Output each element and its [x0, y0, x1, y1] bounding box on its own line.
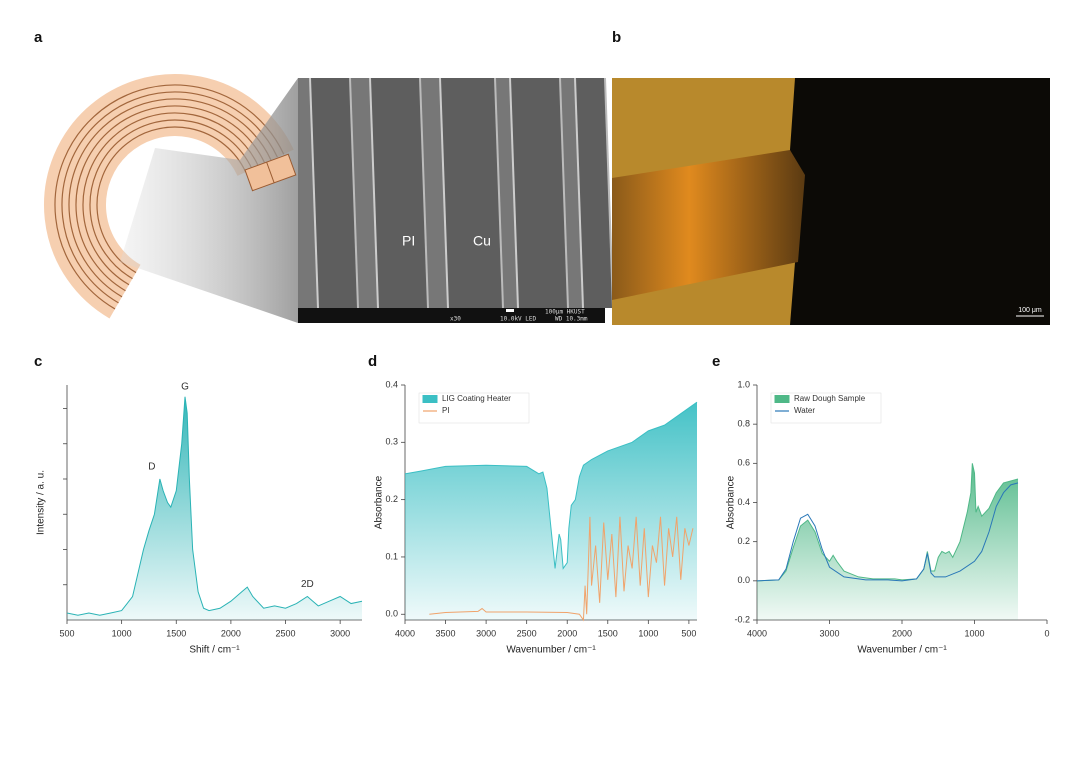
series-area	[757, 463, 1018, 620]
sem-label: Cu	[473, 233, 491, 249]
sem-edge	[419, 77, 429, 309]
y-tick-label: 0.6	[737, 458, 750, 468]
x-tick-label: 1500	[166, 628, 186, 638]
heater-trace	[89, 119, 253, 280]
panel-label: a	[34, 29, 43, 46]
heater-trace	[75, 105, 266, 292]
sem-edge	[349, 77, 359, 309]
x-tick-label: 2000	[557, 628, 577, 638]
heater-substrate	[44, 74, 294, 319]
sem-info: 10.0kV LED	[500, 316, 537, 323]
sem-edge	[574, 77, 584, 309]
x-tick-label: 3000	[819, 628, 839, 638]
sem-label: PI	[402, 233, 415, 249]
legend-swatch	[774, 395, 790, 403]
y-tick-label: 0.0	[385, 609, 398, 619]
sem-trench	[310, 78, 358, 308]
heater-trace	[82, 112, 259, 286]
x-tick-label: 2500	[517, 628, 537, 638]
x-tick-label: 3500	[436, 628, 456, 638]
x-tick-label: 2500	[276, 628, 296, 638]
y-tick-label: 0.4	[737, 497, 750, 507]
panel-label: d	[368, 353, 377, 370]
x-tick-label: 1500	[598, 628, 618, 638]
sem-trench	[575, 78, 613, 308]
legend-label: Water	[794, 406, 815, 415]
peak-label: D	[148, 462, 155, 473]
peak-label: 2D	[301, 579, 314, 590]
sem-edge	[559, 77, 569, 309]
y-tick-label: 0.8	[737, 419, 750, 429]
legend-label: Raw Dough Sample	[794, 394, 866, 403]
x-tick-label: 3000	[476, 628, 496, 638]
sem-edge	[369, 77, 379, 309]
y-tick-label: 1.0	[737, 379, 750, 389]
panel-label: c	[34, 353, 42, 370]
x-tick-label: 0	[1044, 628, 1049, 638]
heater-trace	[54, 84, 285, 310]
series-area	[67, 396, 362, 620]
panel-label: e	[712, 353, 720, 370]
x-tick-label: 1000	[638, 628, 658, 638]
x-tick-label: 4000	[395, 628, 415, 638]
x-tick-label: 500	[59, 628, 74, 638]
series-line	[429, 516, 694, 622]
y-tick-label: -0.2	[734, 614, 750, 624]
x-tick-label: 500	[681, 628, 696, 638]
x-tick-label: 4000	[747, 628, 767, 638]
legend-label: LIG Coating Heater	[442, 394, 511, 403]
heater-trace	[61, 91, 278, 304]
sem-edge	[604, 77, 614, 309]
optical-trace	[612, 150, 805, 300]
sem-trench	[510, 78, 568, 308]
y-tick-label: 0.4	[385, 379, 398, 389]
sem-edge	[509, 77, 519, 309]
sem-trench	[370, 78, 428, 308]
y-tick-label: 0.2	[385, 494, 398, 504]
y-tick-label: 0.2	[737, 536, 750, 546]
sem-trench	[440, 78, 503, 308]
peak-label: G	[181, 381, 189, 392]
sem-info: x30	[450, 316, 461, 323]
sem-info: 100μm HKUST	[545, 309, 585, 316]
sem-stripes	[309, 77, 614, 309]
series-line	[66, 396, 363, 616]
x-tick-label: 2000	[221, 628, 241, 638]
x-tick-label: 2000	[892, 628, 912, 638]
x-tick-label: 1000	[112, 628, 132, 638]
sem-edge	[494, 77, 504, 309]
series-line	[404, 401, 698, 570]
panel-label: b	[612, 29, 621, 46]
x-tick-label: 1000	[964, 628, 984, 638]
y-tick-label: 0.1	[385, 551, 398, 561]
zoom-funnel	[120, 78, 298, 323]
x-axis-title: Shift / cm⁻¹	[189, 645, 240, 656]
legend-label: PI	[442, 406, 450, 415]
x-axis-title: Wavenumber / cm⁻¹	[506, 645, 596, 656]
heater-trace	[96, 126, 247, 274]
x-tick-label: 3000	[330, 628, 350, 638]
sem-info: WD 10.3mm	[555, 316, 588, 323]
x-axis-title: Wavenumber / cm⁻¹	[857, 645, 947, 656]
y-axis-title: Absorbance	[374, 475, 385, 529]
legend-swatch	[422, 395, 438, 403]
series-line	[756, 482, 1019, 582]
sem-scale-bar	[506, 309, 514, 312]
y-axis-title: Absorbance	[726, 475, 737, 529]
y-tick-label: 0.0	[737, 575, 750, 585]
heater-illustration	[44, 74, 294, 319]
y-axis-title: Intensity / a. u.	[36, 470, 47, 535]
optical-scale: 100 μm	[1018, 307, 1042, 314]
sem-edge	[439, 77, 449, 309]
heater-trace	[68, 98, 272, 298]
sem-info-bar	[298, 308, 605, 323]
sem-edge	[309, 77, 319, 309]
series-area	[405, 402, 697, 620]
heater-pads	[244, 153, 297, 192]
y-tick-label: 0.3	[385, 437, 398, 447]
